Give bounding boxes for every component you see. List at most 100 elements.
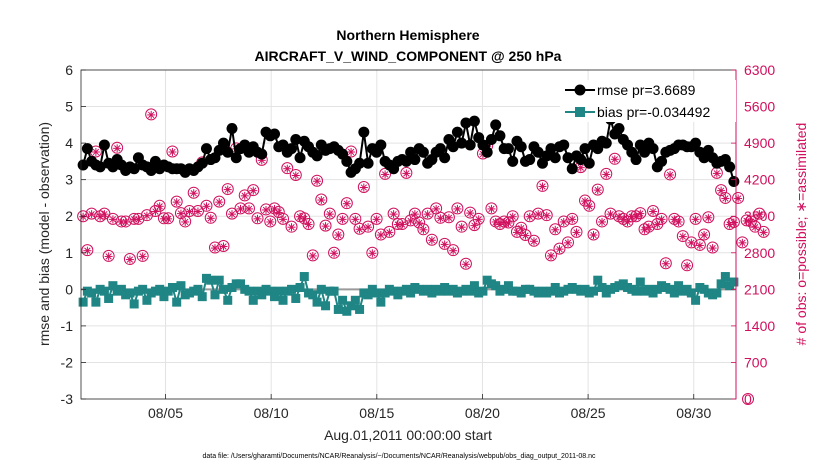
obs-assimilated-point [678,232,687,241]
obs-possible-point [349,212,362,225]
obs-assimilated-point [376,231,385,240]
obs-assimilated-point [279,215,288,224]
obs-assimilated-point [287,223,296,232]
rmse-point [600,137,612,149]
obs-possible-point [106,212,119,225]
obs-assimilated-point [142,211,151,220]
obs-assimilated-point [262,205,271,214]
obs-assimilated-point [364,223,373,232]
obs-assimilated-point [172,198,181,207]
bias-point [244,286,254,296]
rmse-point [464,139,476,151]
obs-assimilated-point [240,191,249,200]
obs-assimilated-point [334,231,343,240]
rmse-point [724,161,736,173]
obs-assimilated-point [504,219,513,228]
obs-assimilated-point [657,215,666,224]
obs-assimilated-point [83,246,92,255]
obs-assimilated-point [300,214,309,223]
y-left-tick-label: -2 [61,354,74,370]
obs-possible-point [323,207,336,220]
obs-possible-point [532,207,545,220]
obs-assimilated-point [372,215,381,224]
obs-possible-point [659,257,672,270]
rmse-point [222,146,234,158]
obs-assimilated-point [402,169,411,178]
y-axis-label-right: # of obs: o=possible; ∗=assimilated [793,123,809,346]
obs-zero-marker [742,393,754,405]
rmse-point [375,139,387,151]
bias-point [312,297,322,307]
obs-assimilated-point [342,199,351,208]
y-left-tick-label: 6 [65,62,73,78]
obs-assimilated-point [355,225,364,234]
rmse-point [494,130,506,142]
y-left-tick-label: -3 [61,391,74,407]
rmse-point [558,139,570,151]
bias-point [321,301,331,311]
chart-title: Northern Hemisphere [336,27,479,43]
bias-point [167,283,177,293]
bias-point [550,283,560,293]
obs-possible-point [417,223,430,236]
rmse-point [400,155,412,167]
obs-assimilated-point [534,210,543,219]
rmse-point [515,141,527,153]
bias-point [159,292,169,302]
y-right-tick-label: 2100 [744,281,775,297]
bias-point [142,295,152,305]
obs-possible-point [681,259,694,272]
rmse-point [286,143,298,155]
obs-possible-point [502,216,515,229]
obs-assimilated-point [351,215,360,224]
obs-assimilated-point [104,252,113,261]
obs-possible-point [732,191,745,204]
obs-assimilated-point [91,147,100,156]
obs-possible-point [468,219,481,232]
obs-possible-point [353,222,366,235]
obs-assimilated-point [87,210,96,219]
obs-assimilated-point [330,249,339,258]
bias-point [214,275,224,285]
obs-possible-point [391,218,404,231]
bias-point [342,306,352,316]
rmse-point [524,154,536,166]
obs-assimilated-point [308,251,317,260]
obs-assimilated-point [576,163,585,172]
obs-assimilated-point [253,214,262,223]
bias-point [223,295,233,305]
obs-assimilated-point [440,240,449,249]
obs-possible-point [145,108,158,121]
rmse-point [690,137,702,149]
bias-point [316,284,326,294]
y-right-tick-label: 4900 [744,135,775,151]
obs-possible-point [136,249,149,262]
rmse-point [613,122,625,134]
obs-possible-point [319,219,332,232]
obs-assimilated-point [317,196,326,205]
obs-assimilated-point [640,225,649,234]
y-left-tick-label: 5 [65,99,73,115]
obs-assimilated-point [347,147,356,156]
obs-possible-point [583,199,596,212]
obs-assimilated-point [474,215,483,224]
obs-assimilated-point [138,252,147,261]
obs-possible-point [166,145,179,158]
x-tick-label: 08/30 [676,405,711,421]
bias-point [686,288,696,298]
obs-assimilated-point [134,215,143,224]
obs-possible-point [587,228,600,241]
bias-point [270,292,280,302]
rmse-point [358,126,370,138]
bias-point [363,290,373,300]
obs-assimilated-point [470,221,479,230]
obs-assimilated-point [529,237,538,246]
rmse-point [200,143,212,155]
obs-assimilated-point [457,223,466,232]
bias-point [329,286,339,296]
obs-possible-point [208,241,221,254]
obs-possible-point [715,184,728,197]
bottom-axis: 08/05 08/10 08/15 08/20 08/25 08/30 [148,394,711,421]
obs-assimilated-point [338,215,347,224]
obs-possible-point [260,203,273,216]
